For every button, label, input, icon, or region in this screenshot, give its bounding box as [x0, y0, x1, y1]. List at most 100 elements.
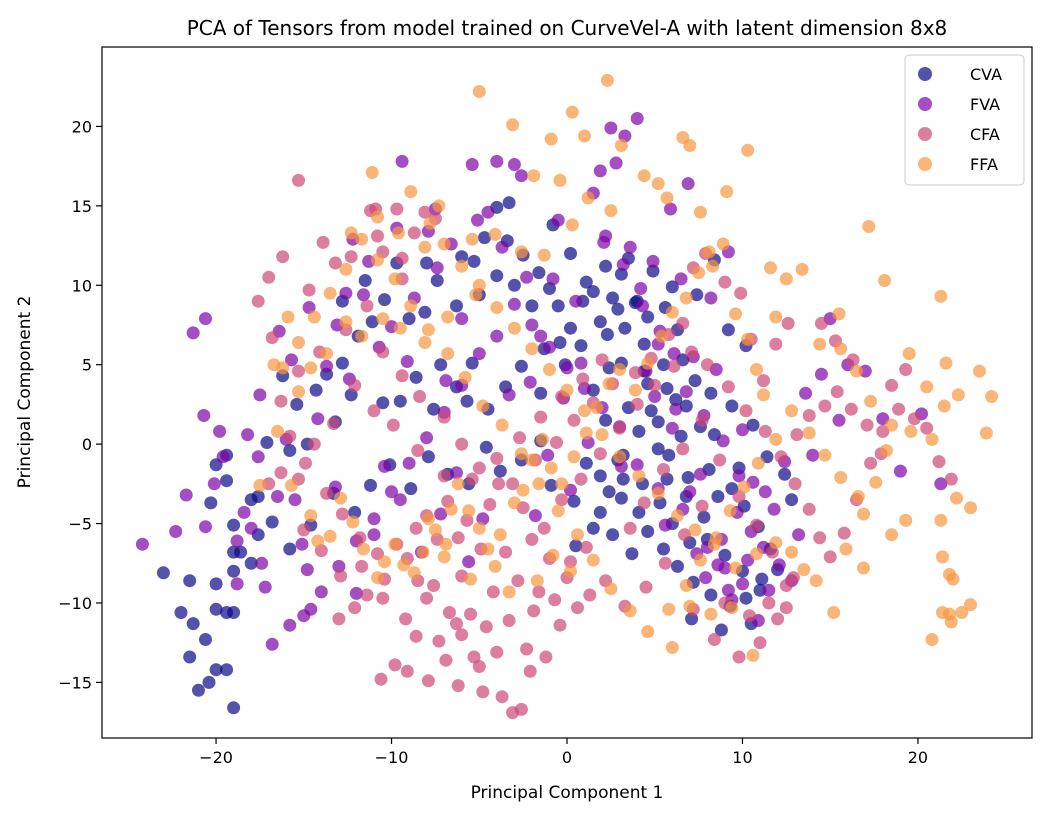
- point-cfa: [732, 650, 746, 664]
- point-cfa: [555, 493, 569, 507]
- point-fva: [646, 254, 660, 268]
- point-ffa: [834, 342, 848, 356]
- point-cva: [378, 293, 391, 307]
- point-ffa: [564, 564, 577, 578]
- point-fva: [665, 421, 679, 435]
- point-ffa: [458, 370, 472, 384]
- point-cva: [671, 559, 684, 573]
- point-ffa: [660, 191, 674, 205]
- point-cva: [679, 399, 693, 413]
- point-fva: [271, 490, 284, 503]
- point-cfa: [707, 633, 721, 646]
- point-cva: [685, 612, 699, 626]
- point-ffa: [832, 307, 846, 321]
- point-cfa: [344, 250, 358, 264]
- point-cfa: [944, 472, 958, 486]
- point-fva: [814, 367, 828, 381]
- point-ffa: [292, 336, 305, 349]
- point-cfa: [467, 650, 481, 664]
- point-ffa: [451, 477, 465, 491]
- point-fva: [179, 488, 193, 502]
- point-fva: [716, 434, 730, 448]
- point-cva: [544, 478, 558, 492]
- point-cva: [625, 547, 639, 561]
- point-ffa: [393, 321, 407, 335]
- point-fva: [616, 258, 630, 272]
- point-ffa: [746, 648, 760, 662]
- x-tick-label: −10: [375, 748, 409, 767]
- point-cfa: [892, 402, 906, 416]
- point-cva: [209, 663, 223, 677]
- point-fva: [630, 458, 644, 472]
- point-cva: [606, 528, 620, 542]
- point-fva: [546, 272, 560, 286]
- point-cva: [192, 683, 205, 697]
- point-ffa: [388, 272, 402, 286]
- point-fva: [400, 355, 414, 368]
- point-ffa: [720, 185, 734, 199]
- point-cfa: [579, 540, 593, 554]
- point-ffa: [439, 537, 453, 551]
- point-cva: [697, 510, 711, 524]
- point-ffa: [546, 548, 560, 562]
- point-ffa: [613, 450, 627, 464]
- point-ffa: [797, 563, 811, 577]
- chart-title: PCA of Tensors from model trained on Cur…: [187, 16, 948, 40]
- point-cfa: [623, 521, 637, 535]
- point-ffa: [567, 450, 581, 464]
- point-ffa: [339, 262, 353, 276]
- point-ffa: [525, 342, 539, 356]
- point-fva: [357, 288, 370, 302]
- point-fva: [230, 534, 244, 548]
- point-cva: [718, 548, 732, 562]
- point-ffa: [525, 453, 539, 467]
- point-ffa: [834, 471, 848, 484]
- point-ffa: [779, 272, 793, 286]
- point-cfa: [750, 518, 763, 532]
- point-cfa: [316, 235, 330, 249]
- point-ffa: [507, 496, 521, 510]
- point-ffa: [365, 166, 379, 179]
- point-cfa: [334, 569, 348, 583]
- point-cfa: [658, 556, 672, 570]
- point-fva: [472, 347, 486, 361]
- point-cva: [704, 588, 718, 602]
- point-fva: [430, 261, 444, 275]
- point-cfa: [251, 294, 265, 308]
- y-tick-label: 10: [72, 276, 92, 295]
- point-ffa: [355, 329, 369, 343]
- point-cva: [479, 440, 493, 454]
- point-ffa: [543, 363, 556, 376]
- point-ffa: [506, 118, 520, 132]
- point-ffa: [729, 561, 742, 575]
- point-ffa: [613, 363, 627, 376]
- point-cva: [632, 424, 646, 438]
- point-cfa: [442, 606, 456, 619]
- point-cfa: [360, 299, 374, 313]
- point-ffa: [665, 305, 679, 319]
- point-ffa: [936, 550, 949, 564]
- point-cfa: [455, 628, 469, 642]
- point-ffa: [551, 504, 565, 518]
- y-tick-label: −10: [58, 594, 92, 613]
- point-cva: [183, 574, 197, 588]
- point-cfa: [802, 502, 816, 516]
- point-cfa: [483, 498, 497, 511]
- point-cfa: [400, 664, 414, 678]
- point-fva: [736, 423, 749, 437]
- series-fva: [135, 112, 948, 651]
- point-cva: [564, 247, 577, 260]
- point-ffa: [371, 571, 384, 585]
- point-fva: [832, 413, 846, 427]
- point-cva: [209, 602, 223, 616]
- point-cfa: [548, 593, 562, 607]
- point-cva: [586, 285, 600, 299]
- point-ffa: [679, 291, 693, 305]
- legend-marker: [918, 67, 932, 81]
- point-fva: [311, 412, 325, 426]
- point-cfa: [409, 629, 423, 643]
- point-cfa: [676, 316, 690, 330]
- point-cva: [593, 315, 607, 329]
- point-ffa: [416, 545, 430, 559]
- point-ffa: [707, 537, 721, 551]
